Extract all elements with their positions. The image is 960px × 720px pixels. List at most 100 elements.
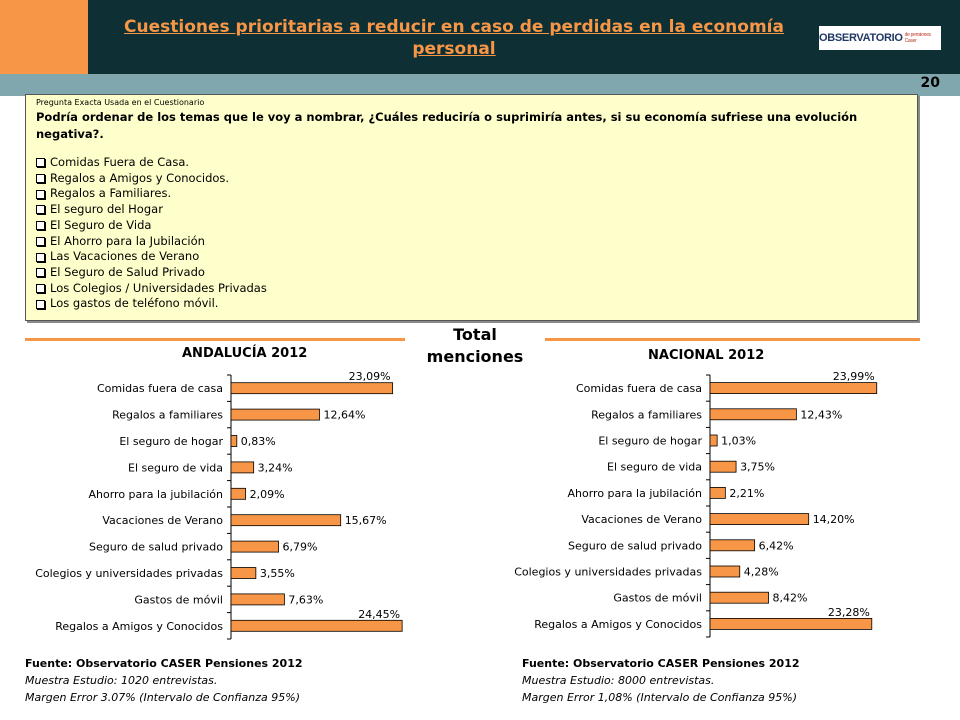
divider-left xyxy=(25,338,405,341)
checkbox-icon xyxy=(36,221,45,231)
data-label: 3,75% xyxy=(740,461,775,474)
data-label: 23,09% xyxy=(349,370,391,383)
list-item: Regalos a Familiares. xyxy=(36,186,917,202)
chart-title-andalucia: ANDALUCÍA 2012 xyxy=(182,346,308,361)
category-label: Regalos a Amigos y Conocidos xyxy=(55,620,223,633)
data-label: 3,24% xyxy=(258,461,293,474)
checkbox-icon xyxy=(36,283,45,293)
subheader-bar xyxy=(0,74,960,96)
data-label: 0,83% xyxy=(241,435,276,448)
bar xyxy=(230,567,257,579)
category-label: Regalos a familiares xyxy=(591,408,702,421)
bar xyxy=(230,540,279,553)
list-item: Los gastos de teléfono móvil. xyxy=(36,296,917,312)
checkbox-icon xyxy=(36,299,45,309)
logo-text: OBSERVATORIO xyxy=(819,32,903,44)
divider-right xyxy=(545,338,920,341)
list-item: El Seguro de Vida xyxy=(36,218,917,234)
category-label: Colegios y universidades privadas xyxy=(514,566,702,579)
data-label: 8,42% xyxy=(773,592,808,605)
question-label: Pregunta Exacta Usada en el Cuestionario xyxy=(36,98,205,107)
data-label: 7,63% xyxy=(288,593,323,606)
checkbox-icon xyxy=(36,174,45,184)
data-label: 12,64% xyxy=(323,409,365,422)
source-note: Fuente: Observatorio CASER Pensiones 201… xyxy=(25,657,303,670)
question-text: Podría ordenar de los temas que le voy a… xyxy=(36,110,858,141)
data-label: 23,28% xyxy=(828,606,870,619)
bar xyxy=(709,513,810,526)
bar xyxy=(709,617,873,630)
footer-right: Fuente: Observatorio CASER Pensiones 201… xyxy=(522,655,800,706)
data-label: 6,42% xyxy=(759,539,794,552)
chart-andalucia: Comidas fuera de casa 23,09% Regalos a fam… xyxy=(35,370,403,640)
data-label: 24,45% xyxy=(358,608,400,621)
bar xyxy=(230,514,342,527)
list-item: El Seguro de Salud Privado xyxy=(36,265,917,281)
data-label: 23,99% xyxy=(833,370,875,383)
bar xyxy=(230,619,403,632)
list-item: Los Colegios / Universidades Privadas xyxy=(36,281,917,297)
category-label: Comidas fuera de casa xyxy=(576,382,702,395)
checkbox-icon xyxy=(36,158,45,168)
data-label: 1,03% xyxy=(721,435,756,448)
category-label: El seguro de vida xyxy=(607,461,702,474)
data-label: 14,20% xyxy=(813,513,855,526)
bar xyxy=(230,382,394,395)
data-label: 12,43% xyxy=(800,408,842,421)
bar xyxy=(230,408,320,421)
list-item: Las Vacaciones de Verano xyxy=(36,249,917,265)
margin-note: Margen Error 1,08% (Intervalo de Confian… xyxy=(522,691,797,704)
header-bar xyxy=(88,0,960,74)
source-note: Fuente: Observatorio CASER Pensiones 201… xyxy=(522,657,800,670)
chart-title-nacional: NACIONAL 2012 xyxy=(648,348,765,363)
list-item: El Ahorro para la Jubilación xyxy=(36,234,917,250)
checkbox-icon xyxy=(36,205,45,215)
question-box: Pregunta Exacta Usada en el Cuestionario… xyxy=(25,94,918,321)
bar xyxy=(709,591,769,604)
total-menciones-title: Total menciones xyxy=(426,325,524,366)
data-label: 15,67% xyxy=(345,514,387,527)
category-label: El seguro de hogar xyxy=(119,435,223,448)
chart-nacional: Comidas fuera de casa 23,99% Regalos a fam… xyxy=(514,370,878,638)
bar xyxy=(709,565,741,578)
bar xyxy=(709,539,756,552)
category-label: Comidas fuera de casa xyxy=(97,382,223,395)
category-label: Vacaciones de Verano xyxy=(581,513,702,526)
bar xyxy=(230,487,247,500)
category-label: Vacaciones de Verano xyxy=(102,514,223,527)
data-label: 3,55% xyxy=(260,567,295,580)
category-label: Regalos a familiares xyxy=(112,409,223,422)
bar xyxy=(709,434,718,447)
checkbox-icon xyxy=(36,189,45,199)
bar xyxy=(709,460,737,473)
bar xyxy=(709,382,878,395)
category-label: Regalos a Amigos y Conocidos xyxy=(534,618,702,631)
data-label: 6,79% xyxy=(283,541,318,554)
category-label: Seguro de salud privado xyxy=(568,539,702,552)
category-label: Gastos de móvil xyxy=(613,592,702,605)
category-label: Colegios y universidades privadas xyxy=(35,567,223,580)
category-label: Gastos de móvil xyxy=(134,593,223,606)
data-label: 2,09% xyxy=(250,488,285,501)
logo-subtext: de pensiones Caser xyxy=(904,32,931,44)
caser-logo: OBSERVATORIO de pensiones Caser xyxy=(819,26,941,50)
margin-note: Margen Error 3.07% (Intervalo de Confian… xyxy=(25,691,300,704)
category-label: El seguro de vida xyxy=(128,461,223,474)
bar xyxy=(230,435,238,447)
list-item: El seguro del Hogar xyxy=(36,202,917,218)
bar xyxy=(709,408,797,421)
category-label: Ahorro para la jubilación xyxy=(88,488,223,501)
bar xyxy=(230,461,255,474)
checkbox-icon xyxy=(36,236,45,246)
sample-note: Muestra Estudio: 1020 entrevistas. xyxy=(25,674,218,687)
list-item: Comidas Fuera de Casa. xyxy=(36,155,917,171)
bar xyxy=(230,593,285,606)
page-title: Cuestiones prioritarias a reducir en cas… xyxy=(124,17,784,59)
checkbox-icon xyxy=(36,268,45,278)
bar xyxy=(709,487,726,499)
category-label: Ahorro para la jubilación xyxy=(567,487,702,500)
footer-left: Fuente: Observatorio CASER Pensiones 201… xyxy=(25,655,303,706)
category-label: El seguro de hogar xyxy=(598,435,702,448)
question-options: Comidas Fuera de Casa. Regalos a Amigos … xyxy=(36,155,917,312)
checkbox-icon xyxy=(36,252,45,262)
